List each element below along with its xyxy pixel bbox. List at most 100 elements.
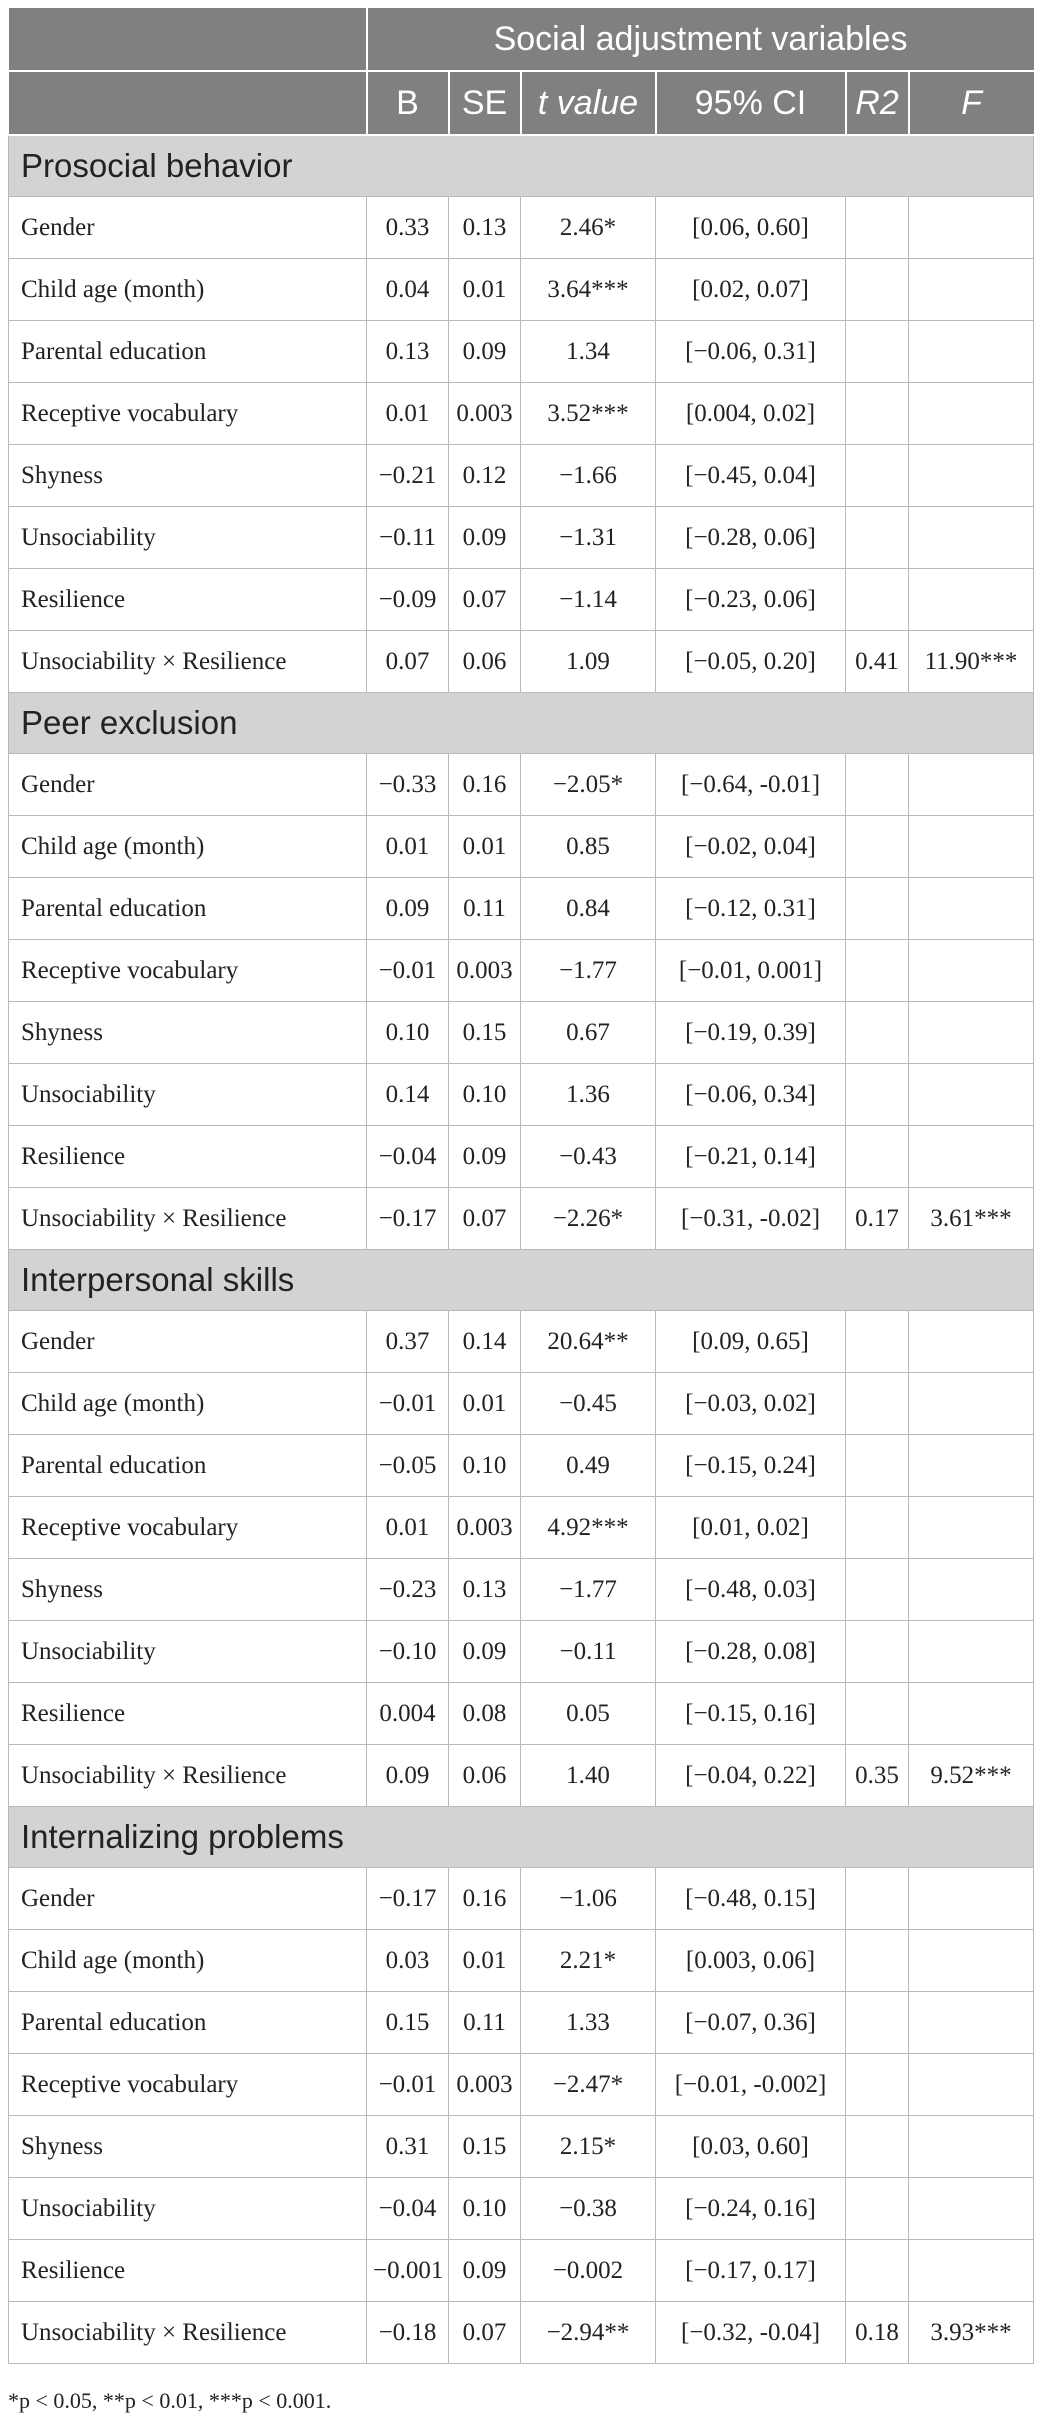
table-row: Gender 0.33 0.13 2.46* [0.06, 0.60] <box>8 196 1035 259</box>
cell-se: 0.003 <box>448 939 521 1002</box>
cell-t-value: 0.49 <box>520 1434 656 1497</box>
cell-f: 11.90*** <box>907 630 1035 693</box>
cell-variable: Gender <box>8 196 367 259</box>
cell-ci: [−0.31, -0.02] <box>655 1187 846 1250</box>
cell-ci: [0.06, 0.60] <box>655 196 846 259</box>
cell-r2 <box>845 1372 909 1435</box>
cell-r2: 0.18 <box>845 2301 909 2364</box>
cell-se: 0.01 <box>448 258 521 321</box>
header-row-columns: B SE t value 95% CI R2 F <box>8 71 1034 136</box>
cell-r2 <box>845 568 909 631</box>
cell-b: 0.31 <box>366 2115 449 2178</box>
cell-r2: 0.17 <box>845 1187 909 1250</box>
cell-b: −0.09 <box>366 568 449 631</box>
cell-ci: [−0.21, 0.14] <box>655 1125 846 1188</box>
table-row: Gender −0.33 0.16 −2.05* [−0.64, -0.01] <box>8 753 1035 816</box>
cell-se: 0.01 <box>448 1929 521 1992</box>
cell-se: 0.13 <box>448 196 521 259</box>
cell-variable: Unsociability × Resilience <box>8 2301 367 2364</box>
cell-ci: [−0.15, 0.16] <box>655 1682 846 1745</box>
cell-ci: [−0.48, 0.03] <box>655 1558 846 1621</box>
cell-t-value: 3.64*** <box>520 258 656 321</box>
cell-t-value: −2.94** <box>520 2301 656 2364</box>
cell-ci: [0.02, 0.07] <box>655 258 846 321</box>
cell-b: 0.15 <box>366 1991 449 2054</box>
cell-t-value: −0.11 <box>520 1620 656 1683</box>
cell-se: 0.07 <box>448 568 521 631</box>
cell-b: 0.004 <box>366 1682 449 1745</box>
cell-f <box>907 2115 1035 2178</box>
cell-variable: Shyness <box>8 1001 367 1064</box>
cell-ci: [0.01, 0.02] <box>655 1496 846 1559</box>
cell-b: −0.17 <box>366 1187 449 1250</box>
cell-b: 0.14 <box>366 1063 449 1126</box>
table-row: Child age (month) 0.03 0.01 2.21* [0.003, 0.… <box>8 1929 1035 1992</box>
cell-r2: 0.41 <box>845 630 909 693</box>
cell-r2 <box>845 1682 909 1745</box>
table-row: Unsociability −0.04 0.10 −0.38 [−0.24, 0.16] <box>8 2177 1035 2240</box>
cell-b: −0.01 <box>366 1372 449 1435</box>
cell-f <box>907 1063 1035 1126</box>
cell-t-value: 20.64** <box>520 1310 656 1373</box>
table-row: Unsociability × Resilience −0.18 0.07 −2.94… <box>8 2301 1035 2364</box>
cell-b: −0.05 <box>366 1434 449 1497</box>
cell-variable: Child age (month) <box>8 1372 367 1435</box>
cell-se: 0.10 <box>448 1434 521 1497</box>
cell-ci: [0.09, 0.65] <box>655 1310 846 1373</box>
cell-b: 0.01 <box>366 382 449 445</box>
cell-r2 <box>845 1558 909 1621</box>
cell-r2 <box>845 258 909 321</box>
table-row: Resilience −0.09 0.07 −1.14 [−0.23, 0.06] <box>8 568 1035 631</box>
cell-b: 0.09 <box>366 877 449 940</box>
cell-variable: Parental education <box>8 320 367 383</box>
cell-variable: Receptive vocabulary <box>8 1496 367 1559</box>
cell-se: 0.09 <box>448 1620 521 1683</box>
cell-ci: [−0.06, 0.34] <box>655 1063 846 1126</box>
column-header-b: B <box>366 71 450 136</box>
table-row: Unsociability −0.10 0.09 −0.11 [−0.28, 0.08] <box>8 1620 1035 1683</box>
cell-t-value: 2.15* <box>520 2115 656 2178</box>
cell-r2 <box>845 320 909 383</box>
table-row: Shyness −0.21 0.12 −1.66 [−0.45, 0.04] <box>8 444 1035 507</box>
cell-t-value: 0.84 <box>520 877 656 940</box>
cell-t-value: −2.26* <box>520 1187 656 1250</box>
cell-ci: [0.003, 0.06] <box>655 1929 846 1992</box>
section-row: Prosocial behavior <box>7 134 1035 197</box>
column-header-r2-text: R2 <box>855 83 899 122</box>
cell-b: −0.11 <box>366 506 449 569</box>
cell-b: −0.04 <box>366 2177 449 2240</box>
cell-ci: [−0.17, 0.17] <box>655 2239 846 2302</box>
cell-r2: 0.35 <box>845 1744 909 1807</box>
table-row: Shyness 0.10 0.15 0.67 [−0.19, 0.39] <box>8 1001 1035 1064</box>
cell-r2 <box>845 196 909 259</box>
cell-f <box>907 753 1035 816</box>
cell-se: 0.11 <box>448 1991 521 2054</box>
cell-se: 0.06 <box>448 1744 521 1807</box>
cell-ci: [−0.64, -0.01] <box>655 753 846 816</box>
cell-f <box>907 2053 1035 2116</box>
column-header-t-value-text: t value <box>537 83 639 122</box>
cell-t-value: 1.40 <box>520 1744 656 1807</box>
cell-f <box>907 1991 1035 2054</box>
cell-t-value: −1.06 <box>520 1867 656 1930</box>
cell-r2 <box>845 815 909 878</box>
table-row: Resilience −0.04 0.09 −0.43 [−0.21, 0.14] <box>8 1125 1035 1188</box>
cell-variable: Parental education <box>8 1434 367 1497</box>
header-group-title: Social adjustment variables <box>366 8 1034 72</box>
cell-r2 <box>845 1125 909 1188</box>
cell-variable: Resilience <box>8 568 367 631</box>
cell-f <box>907 1867 1035 1930</box>
cell-variable: Receptive vocabulary <box>8 382 367 445</box>
footnote: *p < 0.05, **p < 0.01, ***p < 0.001. <box>8 2388 332 2413</box>
cell-r2 <box>845 753 909 816</box>
cell-t-value: 0.85 <box>520 815 656 878</box>
cell-ci: [−0.12, 0.31] <box>655 877 846 940</box>
cell-variable: Shyness <box>8 444 367 507</box>
cell-r2 <box>845 506 909 569</box>
cell-variable: Gender <box>8 753 367 816</box>
cell-r2 <box>845 1991 909 2054</box>
cell-b: 0.01 <box>366 815 449 878</box>
cell-variable: Receptive vocabulary <box>8 939 367 1002</box>
cell-r2 <box>845 1434 909 1497</box>
cell-f <box>907 382 1035 445</box>
